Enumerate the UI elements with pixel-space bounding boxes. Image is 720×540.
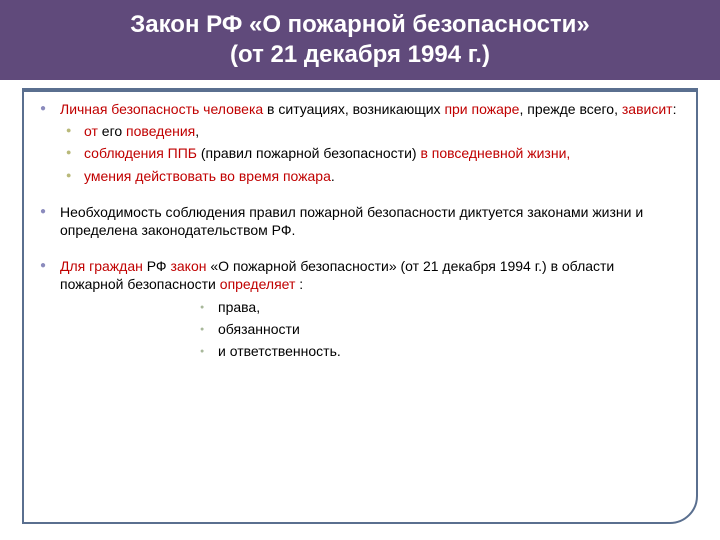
point-1b: соблюдения ППБ (правил пожарной безопасн…: [60, 144, 680, 162]
point-1a: от его поведения,: [60, 122, 680, 140]
p1-s2: в ситуациях, возникающих: [263, 101, 444, 117]
point-3c: и ответственность.: [200, 342, 680, 360]
p3-s6: :: [295, 276, 303, 292]
p3c-text: и ответственность.: [218, 343, 341, 359]
p1-s5: зависит: [622, 101, 673, 117]
p1c-s1: умения действовать во время пожара: [84, 168, 331, 184]
p3-s5: определяет: [220, 276, 296, 292]
title-line-2: (от 21 декабря 1994 г.): [20, 40, 700, 70]
p1b-s3: в повседневной жизни,: [420, 145, 570, 161]
p1-s6: :: [673, 101, 677, 117]
p1a-s1: от: [84, 123, 98, 139]
p1a-s3: поведения: [126, 123, 195, 139]
point-3b: обязанности: [200, 320, 680, 338]
p1b-s2: (правил пожарной безопасности): [197, 145, 420, 161]
p1b-s1: соблюдения ППБ: [84, 145, 197, 161]
p1a-s2: его: [98, 123, 126, 139]
point-1c: умения действовать во время пожара.: [60, 167, 680, 185]
p1c-s2: .: [331, 168, 335, 184]
p1a-s4: ,: [195, 123, 199, 139]
p2-text: Необходимость соблюдения правил пожарной…: [60, 204, 643, 238]
p3-s1: Для граждан: [60, 258, 143, 274]
point-3a: права,: [200, 298, 680, 316]
p3-s3: закон: [170, 258, 206, 274]
point-1: Личная безопасность человека в ситуациях…: [40, 100, 680, 185]
slide-content: Личная безопасность человека в ситуациях…: [40, 100, 680, 510]
p1-s1: Личная безопасность человека: [60, 101, 263, 117]
point-3: Для граждан РФ закон «О пожарной безопас…: [40, 257, 680, 360]
p3b-text: обязанности: [218, 321, 300, 337]
slide-title: Закон РФ «О пожарной безопасности» (от 2…: [0, 0, 720, 80]
p3a-text: права,: [218, 299, 260, 315]
point-2: Необходимость соблюдения правил пожарной…: [40, 203, 680, 239]
p1-s3: при пожаре: [444, 101, 519, 117]
title-line-1: Закон РФ «О пожарной безопасности»: [20, 10, 700, 40]
p1-s4: , прежде всего,: [519, 101, 621, 117]
p3-s2: РФ: [143, 258, 171, 274]
title-divider: [22, 88, 698, 92]
